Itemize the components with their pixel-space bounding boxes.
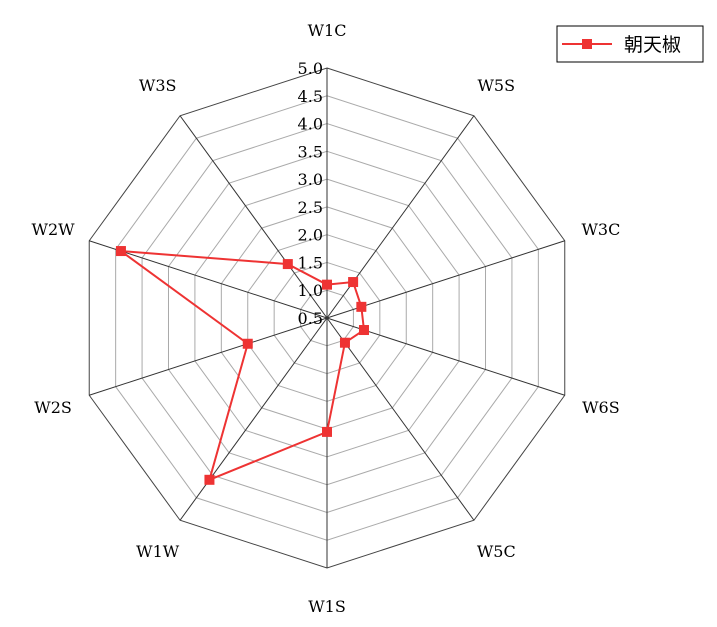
tick-label: 4.5 — [298, 87, 323, 106]
category-labels: W1C W5S W3C W6S W5C W1S W1W W2S W2W W3S — [32, 21, 621, 616]
data-point — [356, 301, 367, 312]
category-label: W3C — [581, 220, 620, 239]
tick-label: 3.5 — [298, 142, 323, 161]
tick-label: 3.0 — [298, 170, 323, 189]
series — [115, 246, 369, 485]
axis-spoke — [89, 317, 328, 396]
data-point — [348, 277, 359, 288]
axis-spoke — [326, 240, 565, 319]
tick-label: 2.0 — [298, 226, 323, 245]
tick-label: 1.5 — [298, 253, 323, 272]
axis-spoke — [326, 317, 475, 521]
category-label: W1S — [308, 597, 346, 616]
axis-spoke — [179, 115, 328, 319]
data-point — [358, 325, 369, 336]
data-point — [242, 338, 253, 349]
category-label: W5C — [477, 542, 516, 561]
tick-label: 2.5 — [298, 198, 323, 217]
category-label: W5S — [477, 76, 515, 95]
legend-marker — [582, 39, 592, 49]
category-label: W6S — [582, 398, 620, 417]
tick-label: 5.0 — [298, 59, 323, 78]
category-label: W2W — [32, 220, 76, 239]
category-label: W3S — [139, 76, 177, 95]
data-point — [115, 246, 126, 257]
data-point — [282, 259, 293, 270]
axis-spoke — [326, 115, 475, 319]
data-point — [204, 474, 215, 485]
tick-labels: 0.5 1.0 1.5 2.0 2.5 3.0 3.5 4.0 4.5 5.0 — [298, 59, 323, 328]
tick-label: 0.5 — [298, 309, 323, 328]
data-point — [322, 279, 332, 290]
legend[interactable]: 朝天椒 — [556, 25, 704, 63]
data-point — [322, 426, 332, 437]
tick-label: 4.0 — [298, 115, 323, 134]
data-point — [339, 337, 350, 348]
axis-spoke — [179, 317, 328, 521]
legend-label: 朝天椒 — [624, 34, 681, 56]
category-label: W1W — [136, 542, 180, 561]
axis-spoke — [89, 240, 328, 319]
tick-label: 1.0 — [298, 281, 323, 300]
category-label: W1C — [308, 21, 347, 40]
category-label: W2S — [34, 398, 72, 417]
